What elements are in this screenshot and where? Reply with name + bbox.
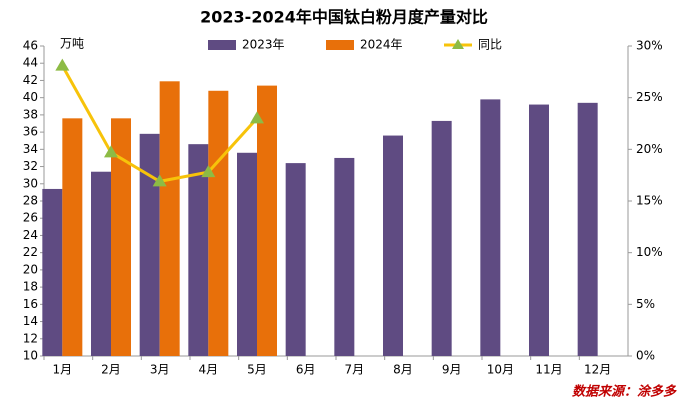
y2-tick-label: 10% (636, 245, 663, 259)
bar (208, 90, 229, 357)
x-tick-label: 2月 (101, 363, 121, 377)
y-tick-label: 12 (23, 331, 38, 345)
bar (91, 171, 111, 356)
y2-tick-label: 0% (636, 349, 655, 363)
legend-label: 2023年 (242, 38, 285, 52)
bar (188, 144, 209, 356)
y2-tick-label: 20% (636, 142, 663, 156)
y-tick-label: 20 (23, 262, 38, 276)
y-tick-label: 18 (23, 280, 38, 294)
bar (42, 188, 63, 356)
line-marker (55, 58, 70, 71)
x-tick-label: 11月 (535, 363, 562, 377)
legend-swatch (208, 40, 236, 50)
bar (480, 99, 501, 356)
legend-label: 同比 (478, 38, 502, 52)
bar (257, 85, 277, 356)
bar (111, 118, 131, 356)
bar (159, 81, 180, 357)
y-tick-label: 14 (23, 314, 38, 328)
line-marker (152, 174, 167, 187)
y-tick-label: 26 (23, 211, 38, 225)
line-marker (250, 111, 264, 124)
line-marker (201, 165, 216, 178)
x-tick-label: 6月 (296, 363, 316, 377)
legend-swatch (326, 40, 354, 50)
x-tick-label: 12月 (584, 363, 611, 377)
y-tick-label: 34 (23, 142, 38, 156)
source: 数据来源：涂多多 (572, 384, 677, 400)
x-tick-label: 5月 (247, 363, 267, 377)
y-tick-label: 24 (23, 228, 38, 242)
bar (529, 104, 549, 356)
y-tick-label: 16 (23, 297, 38, 311)
x-tick-label: 3月 (150, 363, 170, 377)
y-tick-label: 32 (23, 159, 38, 173)
bar (383, 135, 403, 356)
x-tick-label: 9月 (442, 363, 462, 377)
y2-tick-label: 5% (636, 297, 655, 311)
bar (139, 133, 160, 356)
x-tick-label: 10月 (487, 363, 514, 377)
y-tick-label: 38 (23, 107, 38, 121)
x-tick-label: 1月 (53, 363, 73, 377)
bar (62, 118, 83, 356)
y-tick-label: 40 (23, 90, 38, 104)
y-tick-label: 22 (23, 245, 38, 259)
bar (334, 157, 355, 356)
y-tick-label: 28 (23, 194, 38, 208)
x-tick-label: 4月 (199, 363, 219, 377)
bar (577, 102, 598, 356)
line-marker (104, 145, 118, 158)
y-tick-label: 30 (23, 176, 38, 190)
y-tick-label: 44 (23, 56, 38, 70)
chart-title: 2023-2024年中国钛白粉月度产量对比 (200, 8, 488, 27)
y-tick-label: 36 (23, 125, 38, 139)
y2-tick-label: 30% (636, 39, 663, 53)
y-tick-label: 10 (23, 349, 38, 363)
y-tick-label: 42 (23, 73, 38, 87)
y-tick-label: 46 (23, 39, 38, 53)
y-unit-label: 万吨 (60, 37, 84, 51)
legend-label: 2024年 (360, 38, 403, 52)
bar (431, 120, 452, 357)
x-tick-label: 7月 (345, 363, 365, 377)
bar (285, 163, 306, 356)
y2-tick-label: 25% (636, 90, 663, 104)
bar (237, 152, 257, 356)
y2-tick-label: 15% (636, 194, 663, 208)
legend-marker (452, 39, 464, 49)
x-tick-label: 8月 (393, 363, 413, 377)
